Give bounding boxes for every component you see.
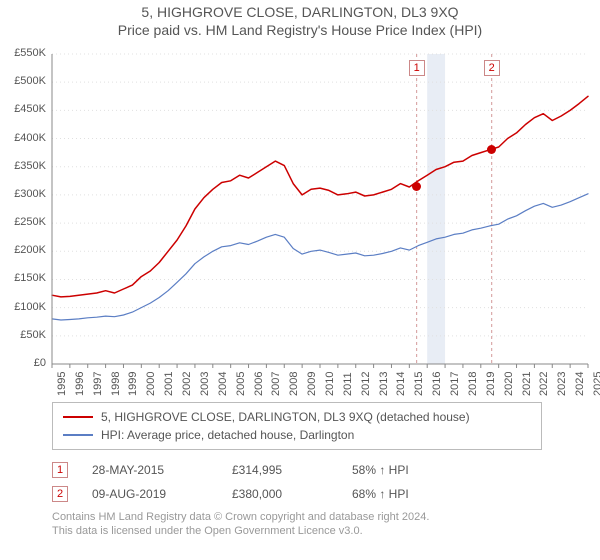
y-axis-label: £50K xyxy=(6,329,46,341)
x-axis-label: 2005 xyxy=(235,372,247,396)
x-axis-label: 2021 xyxy=(521,372,533,396)
sale-history-row: 1 28-MAY-2015£314,99558% ↑ HPI xyxy=(52,458,594,482)
sale-price: £380,000 xyxy=(232,487,352,501)
y-axis-label: £150K xyxy=(6,272,46,284)
y-axis-label: £0 xyxy=(6,357,46,369)
x-axis-label: 2012 xyxy=(360,372,372,396)
y-axis-label: £350K xyxy=(6,160,46,172)
y-axis-label: £500K xyxy=(6,75,46,87)
x-axis-label: 2010 xyxy=(324,372,336,396)
x-axis-label: 2000 xyxy=(145,372,157,396)
y-axis-label: £550K xyxy=(6,47,46,59)
sale-delta: 58% ↑ HPI xyxy=(352,463,472,477)
sale-date: 28-MAY-2015 xyxy=(92,463,232,477)
x-axis-label: 2020 xyxy=(503,372,515,396)
x-axis-label: 2018 xyxy=(467,372,479,396)
attribution-footer: Contains HM Land Registry data © Crown c… xyxy=(52,510,594,539)
y-axis-label: £300K xyxy=(6,188,46,200)
x-axis-label: 2022 xyxy=(538,372,550,396)
y-axis-label: £400K xyxy=(6,132,46,144)
x-axis-label: 1995 xyxy=(56,372,68,396)
x-axis-label: 2019 xyxy=(485,372,497,396)
x-axis-label: 2001 xyxy=(163,372,175,396)
legend-label: HPI: Average price, detached house, Darl… xyxy=(101,428,354,442)
y-axis-label: £450K xyxy=(6,103,46,115)
legend-row: HPI: Average price, detached house, Darl… xyxy=(63,426,531,444)
legend-swatch xyxy=(63,416,93,418)
legend-label: 5, HIGHGROVE CLOSE, DARLINGTON, DL3 9XQ … xyxy=(101,410,470,424)
x-axis-label: 2016 xyxy=(431,372,443,396)
footer-line2: This data is licensed under the Open Gov… xyxy=(52,524,594,538)
sale-history-row: 2 09-AUG-2019£380,00068% ↑ HPI xyxy=(52,482,594,506)
price-chart: £0 £50K £100K £150K £200K £250K £300K £350K £400… xyxy=(6,44,594,396)
x-axis-label: 2015 xyxy=(413,372,425,396)
y-axis-label: £250K xyxy=(6,216,46,228)
sale-history-marker: 2 xyxy=(52,486,68,502)
sale-date: 09-AUG-2019 xyxy=(92,487,232,501)
x-axis-label: 2017 xyxy=(449,372,461,396)
sale-history-marker: 1 xyxy=(52,462,68,478)
x-axis-label: 2008 xyxy=(288,372,300,396)
legend-row: 5, HIGHGROVE CLOSE, DARLINGTON, DL3 9XQ … xyxy=(63,408,531,426)
x-axis-label: 2004 xyxy=(217,372,229,396)
y-axis-label: £100K xyxy=(6,301,46,313)
y-axis-label: £200K xyxy=(6,244,46,256)
x-axis-label: 1996 xyxy=(74,372,86,396)
x-axis-label: 1999 xyxy=(127,372,139,396)
sale-price: £314,995 xyxy=(232,463,352,477)
x-axis-label: 2025 xyxy=(592,372,600,396)
chart-legend: 5, HIGHGROVE CLOSE, DARLINGTON, DL3 9XQ … xyxy=(52,402,542,450)
title-line1: 5, HIGHGROVE CLOSE, DARLINGTON, DL3 9XQ xyxy=(6,4,594,20)
x-axis-label: 2002 xyxy=(181,372,193,396)
x-axis-label: 2007 xyxy=(270,372,282,396)
x-axis-label: 2003 xyxy=(199,372,211,396)
footer-line1: Contains HM Land Registry data © Crown c… xyxy=(52,510,594,524)
chart-titles: 5, HIGHGROVE CLOSE, DARLINGTON, DL3 9XQ … xyxy=(6,4,594,38)
x-axis-label: 2011 xyxy=(342,372,354,396)
x-axis-label: 2006 xyxy=(253,372,265,396)
x-axis-label: 1997 xyxy=(92,372,104,396)
x-axis-label: 2014 xyxy=(395,372,407,396)
sale-history: 1 28-MAY-2015£314,99558% ↑ HPI 2 09-AUG-201… xyxy=(52,458,594,506)
chart-svg xyxy=(6,44,594,396)
sale-delta: 68% ↑ HPI xyxy=(352,487,472,501)
x-axis-label: 2024 xyxy=(574,372,586,396)
x-axis-label: 2023 xyxy=(556,372,568,396)
sale-marker-box: 2 xyxy=(484,60,500,76)
sale-marker-box: 1 xyxy=(409,60,425,76)
x-axis-label: 1998 xyxy=(110,372,122,396)
x-axis-label: 2009 xyxy=(306,372,318,396)
legend-swatch xyxy=(63,434,93,436)
x-axis-label: 2013 xyxy=(378,372,390,396)
title-line2: Price paid vs. HM Land Registry's House … xyxy=(6,22,594,38)
